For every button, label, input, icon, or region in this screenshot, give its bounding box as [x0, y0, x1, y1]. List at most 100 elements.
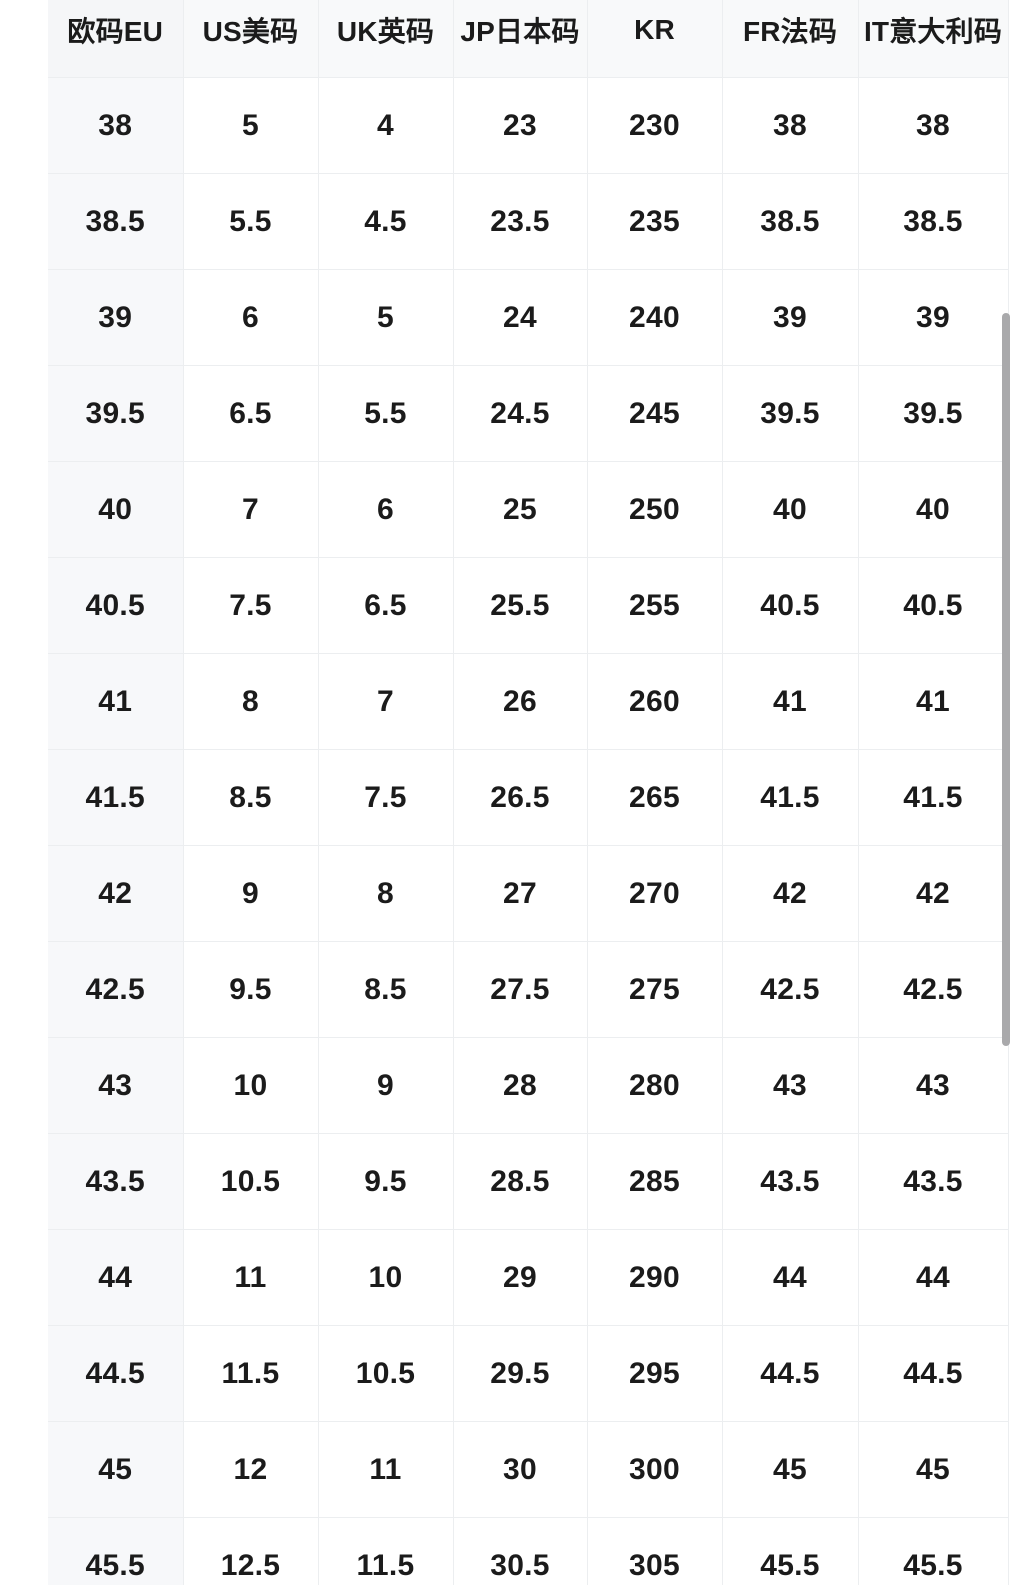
table-cell: 42 — [858, 845, 1009, 942]
table-cell: 40 — [858, 461, 1009, 558]
table-cell: 11.5 — [183, 1325, 319, 1422]
table-cell: 8.5 — [318, 941, 454, 1038]
table-cell: 7.5 — [183, 557, 319, 654]
table-row: 40.5 7.5 6.5 25.5 255 40.5 40.5 — [48, 557, 1009, 654]
table-cell: 280 — [587, 1037, 723, 1134]
table-row: 40 7 6 25 250 40 40 — [48, 461, 1009, 558]
table-cell: 38 — [858, 77, 1009, 174]
table-cell: 7 — [318, 653, 454, 750]
table-cell: 270 — [587, 845, 723, 942]
table-cell: 43.5 — [858, 1133, 1009, 1230]
table-cell: 30.5 — [453, 1517, 588, 1585]
table-cell: 38.5 — [858, 173, 1009, 270]
table-cell: 41 — [722, 653, 859, 750]
column-header-1: US美码 — [183, 0, 319, 78]
table-cell: 23 — [453, 77, 588, 174]
table-cell: 8 — [183, 653, 319, 750]
table-cell: 25.5 — [453, 557, 588, 654]
table-cell: 300 — [587, 1421, 723, 1518]
table-cell: 12 — [183, 1421, 319, 1518]
table-cell: 39.5 — [722, 365, 859, 462]
table-cell: 39.5 — [858, 365, 1009, 462]
table-cell: 10.5 — [318, 1325, 454, 1422]
table-cell: 43 — [858, 1037, 1009, 1134]
table-cell: 9.5 — [318, 1133, 454, 1230]
table-cell: 290 — [587, 1229, 723, 1326]
table-cell: 30 — [453, 1421, 588, 1518]
table-cell: 245 — [587, 365, 723, 462]
table-cell: 295 — [587, 1325, 723, 1422]
table-cell: 250 — [587, 461, 723, 558]
table-cell: 11 — [183, 1229, 319, 1326]
table-cell: 45.5 — [858, 1517, 1009, 1585]
table-cell: 27 — [453, 845, 588, 942]
table-cell: 40.5 — [722, 557, 859, 654]
column-header-5: FR法码 — [722, 0, 859, 78]
table-cell: 26.5 — [453, 749, 588, 846]
table-row: 45.5 12.5 11.5 30.5 305 45.5 45.5 — [48, 1517, 1009, 1585]
table-cell: 9 — [318, 1037, 454, 1134]
table-cell: 45 — [722, 1421, 859, 1518]
table-cell: 23.5 — [453, 173, 588, 270]
table-body: 38 5 4 23 230 38 38 38.5 5.5 4.5 23.5 235 38.5 38.5 39… — [48, 77, 1009, 1585]
table-cell: 28.5 — [453, 1133, 588, 1230]
table-row: 41.5 8.5 7.5 26.5 265 41.5 41.5 — [48, 749, 1009, 846]
column-header-3: JP日本码 — [453, 0, 588, 78]
table-cell: 45.5 — [48, 1517, 184, 1585]
table-cell: 41.5 — [858, 749, 1009, 846]
table-cell: 8.5 — [183, 749, 319, 846]
shoe-size-conversion-table: 欧码EU US美码 UK英码 JP日本码 KR FR法码 IT意大利码 38 5 4 23 230 3… — [48, 0, 1009, 1585]
table-cell: 255 — [587, 557, 723, 654]
table-cell: 29 — [453, 1229, 588, 1326]
table-row: 39.5 6.5 5.5 24.5 245 39.5 39.5 — [48, 365, 1009, 462]
table-cell: 38 — [48, 77, 184, 174]
table-cell: 41 — [48, 653, 184, 750]
table-cell: 45 — [48, 1421, 184, 1518]
table-cell: 39.5 — [48, 365, 184, 462]
table-cell: 41.5 — [722, 749, 859, 846]
table-cell: 260 — [587, 653, 723, 750]
table-cell: 12.5 — [183, 1517, 319, 1585]
vertical-scrollbar-thumb[interactable] — [1002, 313, 1010, 1046]
table-cell: 4 — [318, 77, 454, 174]
table-row: 41 8 7 26 260 41 41 — [48, 653, 1009, 750]
table-cell: 6.5 — [318, 557, 454, 654]
table-cell: 27.5 — [453, 941, 588, 1038]
table-cell: 5 — [183, 77, 319, 174]
table-cell: 7.5 — [318, 749, 454, 846]
column-header-4: KR — [587, 0, 723, 78]
table-cell: 230 — [587, 77, 723, 174]
table-cell: 6.5 — [183, 365, 319, 462]
table-cell: 43.5 — [722, 1133, 859, 1230]
table-cell: 11.5 — [318, 1517, 454, 1585]
table-cell: 44.5 — [858, 1325, 1009, 1422]
table-cell: 42 — [722, 845, 859, 942]
table-row: 42 9 8 27 270 42 42 — [48, 845, 1009, 942]
table-cell: 38 — [722, 77, 859, 174]
table-cell: 41.5 — [48, 749, 184, 846]
table-cell: 40 — [48, 461, 184, 558]
table-cell: 44.5 — [722, 1325, 859, 1422]
table-cell: 45.5 — [722, 1517, 859, 1585]
table-header-row: 欧码EU US美码 UK英码 JP日本码 KR FR法码 IT意大利码 — [48, 0, 1009, 78]
column-header-6: IT意大利码 — [858, 0, 1009, 78]
table-cell: 38.5 — [48, 173, 184, 270]
table-cell: 43.5 — [48, 1133, 184, 1230]
table-cell: 44.5 — [48, 1325, 184, 1422]
table-cell: 25 — [453, 461, 588, 558]
table-cell: 305 — [587, 1517, 723, 1585]
table-cell: 11 — [318, 1421, 454, 1518]
table-row: 43.5 10.5 9.5 28.5 285 43.5 43.5 — [48, 1133, 1009, 1230]
table-cell: 24 — [453, 269, 588, 366]
table-cell: 6 — [183, 269, 319, 366]
table-row: 44.5 11.5 10.5 29.5 295 44.5 44.5 — [48, 1325, 1009, 1422]
column-header-2: UK英码 — [318, 0, 454, 78]
table-cell: 42.5 — [48, 941, 184, 1038]
table-cell: 4.5 — [318, 173, 454, 270]
table-row: 39 6 5 24 240 39 39 — [48, 269, 1009, 366]
table-cell: 28 — [453, 1037, 588, 1134]
table-cell: 9.5 — [183, 941, 319, 1038]
table-cell: 39 — [48, 269, 184, 366]
